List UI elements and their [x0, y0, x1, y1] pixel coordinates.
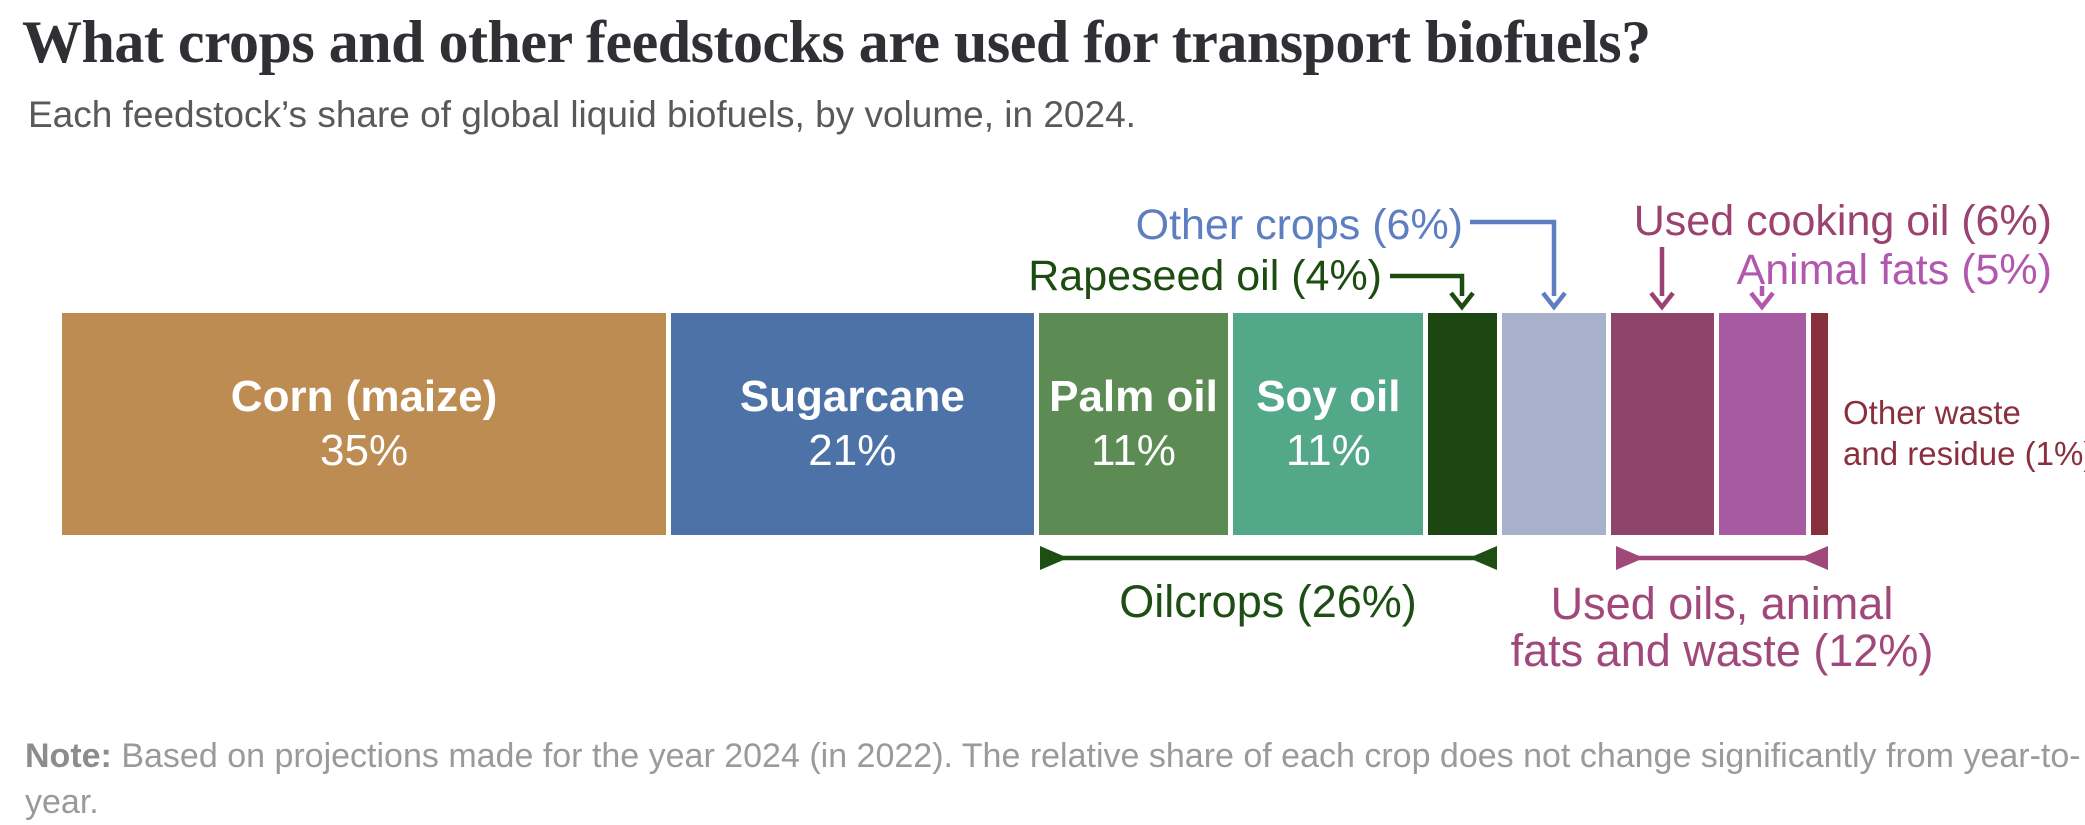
used-oils-group-label: Used oils, animal fats and waste (12%) [1510, 578, 1934, 676]
other-waste-label: Other waste and residue (1%) [1843, 394, 2085, 472]
segment-label-sugarcane: Sugarcane 21% [739, 372, 965, 475]
bar-segment-other-waste[interactable] [1810, 313, 1828, 535]
bar-segment-other-crops[interactable] [1502, 313, 1606, 535]
used-cooking-oil-arrowhead [1649, 291, 1675, 311]
segment-label-soy-oil: Soy oil 11% [1256, 372, 1401, 475]
rapeseed-callout: Rapeseed oil (4%) [1028, 252, 1382, 300]
rapeseed-arrow [1390, 273, 1465, 296]
used-cooking-oil-callout: Used cooking oil (6%) [1633, 197, 2052, 245]
other-crops-callout: Other crops (6%) [1135, 201, 1463, 249]
animal-fats-callout: Animal fats (5%) [1736, 246, 2052, 294]
other-crops-arrow [1470, 219, 1557, 296]
used-oils-bracket-left-arrow [1616, 546, 1644, 570]
footnote-block: Note: Based on projections made for the … [25, 733, 2085, 825]
bar-segment-animal-fats[interactable] [1719, 313, 1806, 535]
note-line: Note: Based on projections made for the … [25, 737, 2081, 821]
segment-label-corn: Corn (maize) 35% [230, 372, 498, 475]
bar-segment-corn[interactable]: Corn (maize) 35% [62, 313, 667, 535]
animal-fats-arrowhead [1749, 291, 1775, 311]
used-oils-bracket-right-arrow [1800, 546, 1828, 570]
oilcrops-bracket-right-arrow [1469, 546, 1497, 570]
other-crops-arrowhead [1541, 291, 1567, 311]
bar-segment-rapeseed-oil[interactable] [1428, 313, 1498, 535]
page-title: What crops and other feedstocks are used… [22, 9, 1651, 75]
segment-label-palm-oil: Palm oil 11% [1049, 372, 1218, 475]
bar-segment-palm-oil[interactable]: Palm oil 11% [1038, 313, 1229, 535]
oilcrops-bracket-left-arrow [1040, 546, 1068, 570]
rapeseed-arrowhead [1449, 291, 1475, 311]
right-callout-group: Used cooking oil (6%) Animal fats (5%) [1634, 197, 2052, 295]
bar-segment-soy-oil[interactable]: Soy oil 11% [1233, 313, 1424, 535]
stacked-bar: Corn (maize) 35% Sugarcane 21% Palm oil … [62, 313, 1828, 535]
chart-subtitle: Each feedstock’s share of global liquid … [28, 94, 1136, 135]
bar-segment-sugarcane[interactable]: Sugarcane 21% [671, 313, 1034, 535]
oilcrops-group-label: Oilcrops (26%) [1119, 576, 1417, 627]
bar-segment-used-cooking-oil[interactable] [1610, 313, 1715, 535]
